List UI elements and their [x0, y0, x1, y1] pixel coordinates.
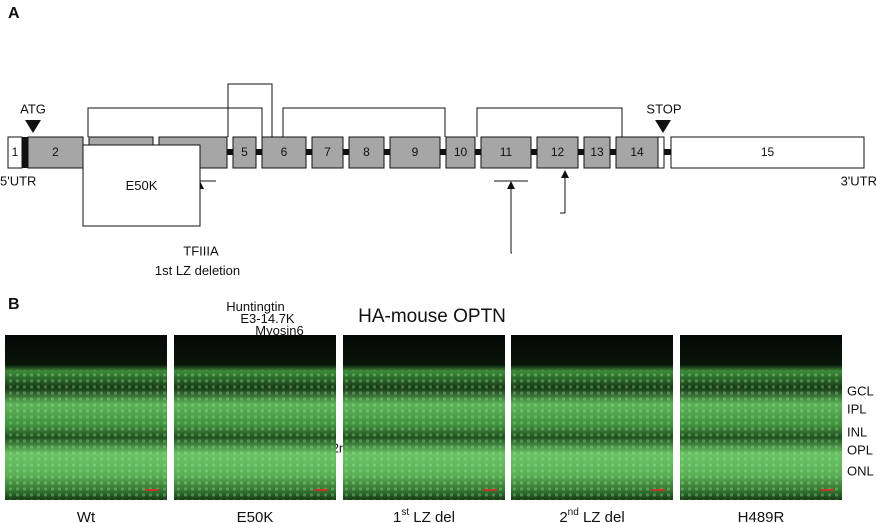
micrograph-cells	[174, 370, 336, 500]
interactor: E3-14.7K	[240, 311, 295, 326]
exon-number: 1	[12, 145, 19, 159]
micrograph-cells	[5, 370, 167, 500]
layer-label: GCL	[847, 383, 874, 398]
column-label: 2nd LZ del	[559, 507, 624, 523]
column-label: 1st LZ del	[393, 507, 455, 523]
arrow-head	[561, 170, 569, 178]
column-label: H489R	[738, 509, 785, 523]
exon-number: 8	[363, 145, 370, 159]
scale-bar	[651, 489, 665, 491]
column-label-part: 2	[559, 509, 567, 523]
exon-number: 13	[590, 145, 604, 159]
scale-bar	[145, 489, 159, 491]
exon	[536, 136, 579, 169]
bracket	[282, 107, 446, 137]
mutation: E50K	[126, 178, 158, 193]
bracket	[87, 107, 263, 137]
exon	[445, 136, 476, 169]
mutation-box	[82, 144, 201, 227]
exon-number: 10	[454, 145, 468, 159]
exon-number: 5	[241, 145, 248, 159]
exon-number: 12	[551, 145, 565, 159]
micrograph-cells	[511, 370, 673, 500]
layer-label: ONL	[847, 463, 874, 478]
arrow-head	[507, 181, 515, 189]
exon-number: 11	[500, 145, 513, 159]
panel-title: HA-mouse OPTN	[358, 306, 506, 327]
column-label-part: LZ del	[579, 509, 625, 523]
micrograph-cells	[680, 370, 842, 500]
exon-1-end	[22, 137, 28, 168]
column-label-part: st	[401, 507, 409, 518]
exon	[583, 136, 611, 169]
panel-label: A	[8, 5, 20, 22]
scale-bar	[314, 489, 328, 491]
column-label: E50K	[237, 509, 274, 523]
exon-number: 2	[52, 145, 59, 159]
exon	[232, 136, 257, 169]
bracket	[227, 83, 273, 137]
interactor: TFIIIA	[183, 243, 219, 258]
stop-codon: STOP	[646, 101, 681, 116]
layer-label: OPL	[847, 442, 873, 457]
exon-number: 6	[281, 145, 288, 159]
exon-number: 7	[324, 145, 331, 159]
scale-bar	[483, 489, 497, 491]
exon	[27, 136, 84, 169]
exon	[261, 136, 307, 169]
column-label-part: 1	[393, 509, 401, 523]
exon	[480, 136, 532, 169]
exon-number: 14	[630, 145, 644, 159]
exon	[389, 136, 441, 169]
interactor: Myosin6	[255, 323, 303, 338]
column-label: Wt	[77, 509, 96, 523]
exon	[311, 136, 344, 169]
mutation: 1st LZ deletion	[155, 263, 240, 278]
start-arrow	[25, 120, 41, 133]
start-codon: ATG	[20, 101, 46, 116]
column-label-part: nd	[568, 507, 579, 518]
exon	[615, 136, 659, 169]
scale-bar	[820, 489, 834, 491]
micrograph-cells	[343, 370, 505, 500]
column-label-part: LZ del	[409, 509, 455, 523]
interactor: Huntingtin	[226, 299, 285, 314]
utr5: 5'UTR	[0, 173, 36, 188]
layer-label: INL	[847, 424, 867, 439]
layer-label: IPL	[847, 401, 867, 416]
stop-arrow	[655, 120, 671, 133]
utr3: 3'UTR	[841, 173, 877, 188]
bracket	[476, 107, 623, 137]
exon-number: 15	[761, 145, 775, 159]
exon	[348, 136, 385, 169]
exon-14-end	[657, 136, 665, 169]
panel-label: B	[8, 296, 20, 313]
exon	[670, 136, 865, 169]
exon-number: 9	[412, 145, 419, 159]
